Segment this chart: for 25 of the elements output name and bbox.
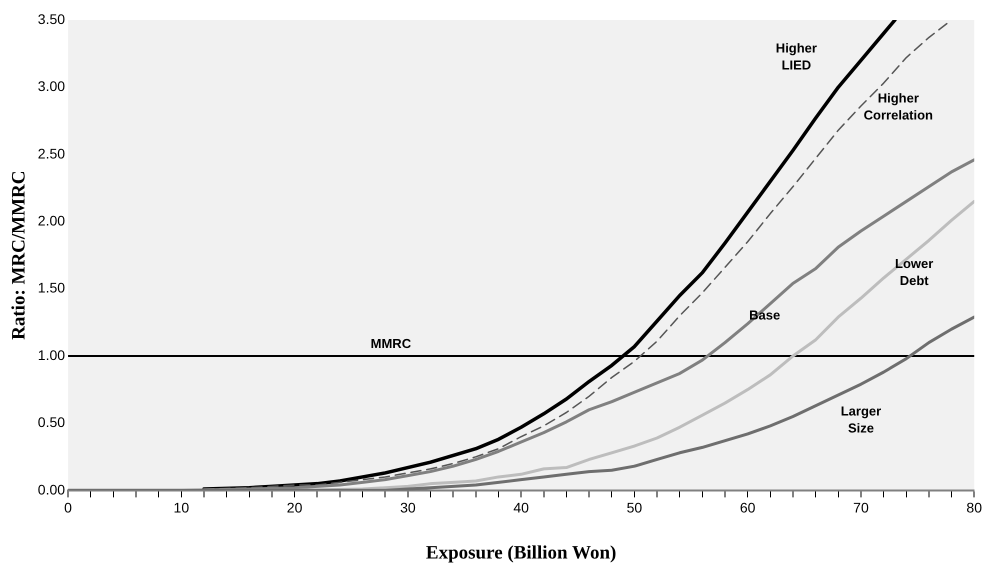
x-tick-label: 0 [64, 500, 72, 516]
y-tick-label: 1.50 [38, 280, 66, 296]
x-tick-label: 40 [513, 500, 530, 516]
y-tick-label: 3.50 [38, 10, 66, 27]
series-label: Lower Debt [895, 256, 934, 288]
series-label: Higher Correlation [864, 90, 934, 122]
y-tick-label: 2.00 [38, 212, 66, 228]
series-label: Base [749, 307, 780, 322]
x-axis-title: Exposure (Billion Won) [426, 542, 616, 564]
y-tick-label: 3.00 [38, 78, 66, 94]
ref-line-label: MMRC [370, 336, 412, 352]
series-label: Larger Size [840, 404, 882, 436]
y-tick-label: 0.00 [38, 481, 66, 498]
x-tick-label: 30 [400, 500, 416, 516]
x-tick-label: 70 [853, 500, 869, 516]
x-tick-label: 50 [626, 500, 642, 516]
y-axis-title: Ratio: MRC/MMRC [8, 170, 30, 340]
x-tick-label: 10 [174, 500, 190, 516]
y-tick-label: 1.00 [38, 346, 66, 363]
y-tick-label: 0.50 [38, 414, 66, 430]
x-tick-label: 20 [286, 500, 303, 516]
series-label: Higher LIED [776, 40, 817, 73]
x-tick-label: 60 [740, 500, 756, 516]
y-tick-label: 2.50 [38, 145, 66, 162]
x-tick-label: 80 [966, 500, 982, 516]
